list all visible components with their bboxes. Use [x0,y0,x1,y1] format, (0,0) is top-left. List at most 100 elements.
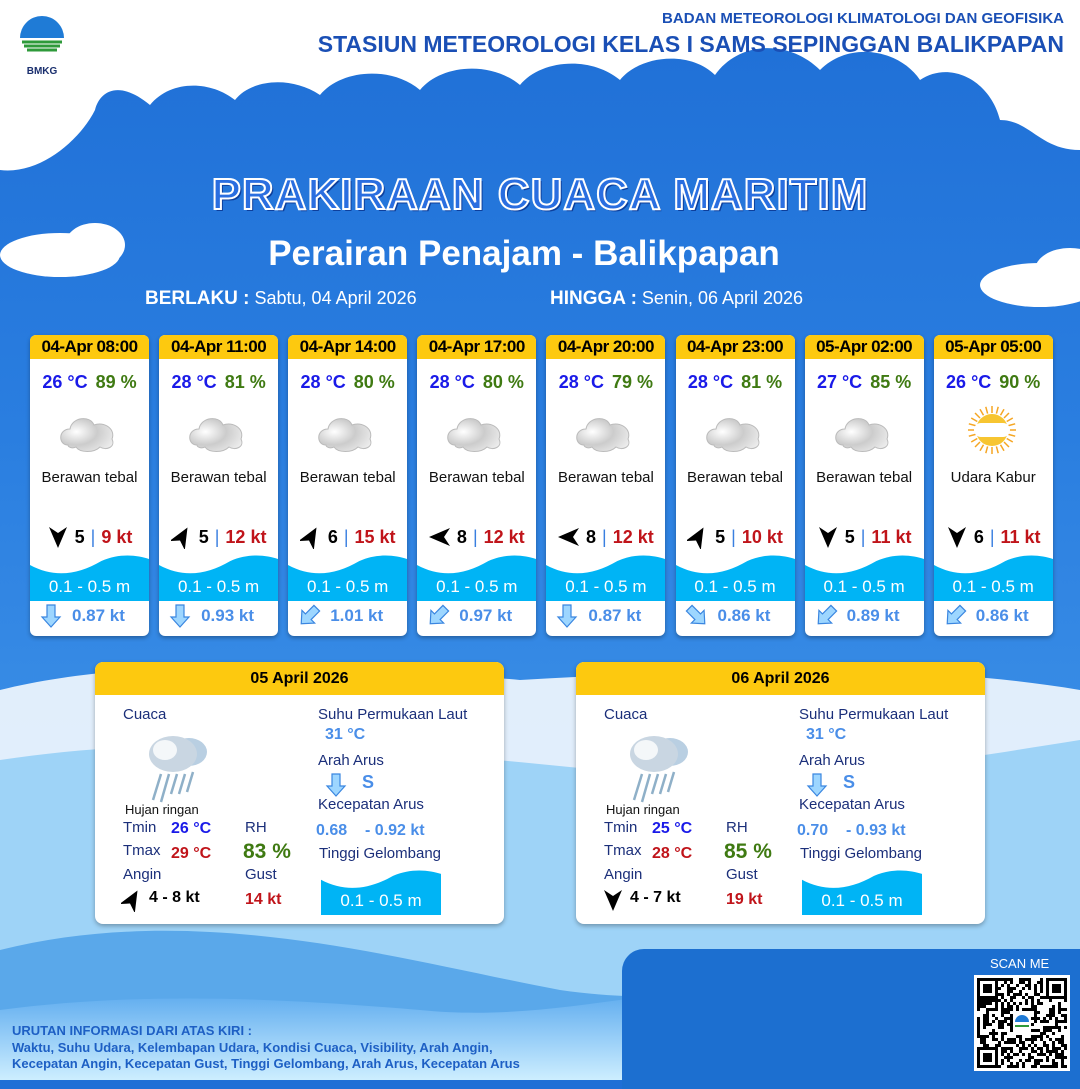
divider: | [472,526,478,547]
wave-graphic [30,555,149,601]
current-row: 0.87 kt [30,603,149,629]
bmkg-logo: BMKG [18,14,66,77]
weather-icon [56,405,120,455]
daily-condition: Hujan ringan [606,802,680,817]
tmax-label: Tmax [123,842,161,859]
daily-weather-icon [143,730,213,810]
daily-wind [119,888,143,917]
forecast-time: 04-Apr 17:00 [417,335,537,359]
rh-value: 83 % [243,840,291,863]
wind-speed: 5 [715,526,726,547]
gust-speed: 9 kt [101,526,133,547]
weather-condition: Berawan tebal [687,469,783,486]
qr-code[interactable] [974,975,1070,1071]
tmax-value: 28 °C [652,845,693,862]
tmax-label: Tmax [604,842,642,859]
wave-graphic [802,870,922,915]
daily-wave [802,868,922,920]
weather-icon [443,405,507,455]
page-title: PRAKIRAAN CUACA MARITIM [211,169,869,220]
wind-direction-icon [299,527,317,549]
current-direction-label: Arah Arus [318,752,384,769]
humidity: 81 % [741,372,783,392]
valid-to: HINGGA : Senin, 06 April 2026 [550,288,803,310]
weather-label: Cuaca [123,706,167,723]
air-temperature: 28 °C [687,372,734,392]
divider: | [214,526,220,547]
forecast-card: 04-Apr 17:00 28 °C 80 % Berawan tebal 8 | 1… [417,335,537,636]
rh-label: RH [726,819,748,836]
gust-label: Gust [245,866,277,883]
current-direction-value: S [843,772,856,792]
air-temperature: 28 °C [171,372,217,392]
tmin-label: Tmin [604,819,638,836]
weather-label: Cuaca [604,706,648,723]
wave-height: 0.1 - 0.5 m [952,577,1034,596]
wave-graphic [675,555,795,601]
current-speed: 0.86 kt [975,606,1029,625]
wave-height: 0.1 - 0.5 m [694,577,776,596]
gust-speed: 10 kt [741,526,783,547]
wind-direction-icon [119,890,138,914]
footer-legend: Waktu, Suhu Udara, Kelembapan Udara, Kon… [12,1040,520,1072]
humidity: 85 % [870,372,912,392]
wave-height: 0.1 - 0.5 m [823,577,905,596]
divider: | [602,526,607,547]
current-speed: 0.89 kt [846,606,900,625]
current-direction-label: Arah Arus [799,752,865,769]
air-temperature: 26 °C [42,372,88,392]
current-row: 1.01 kt [288,603,407,629]
sst-value: 31 °C [325,726,366,743]
forecast-card: 05-Apr 05:00 26 °C 90 % Udara Kabur 6 | 11 … [933,335,1053,636]
wind-direction-icon [428,528,450,546]
wave-graphic [804,555,924,601]
current-row: 0.87 kt [546,603,665,629]
footer-line: Kecepatan Angin, Kecepatan Gust, Tinggi … [12,1056,520,1071]
temp-rh-row: 28 °C 80 % [417,372,536,393]
light-rain-icon [149,736,207,803]
wind-direction-icon [170,527,188,549]
cloud-icon [318,418,372,452]
wind-row: 8 | 12 kt [546,525,665,549]
wind-row: 8 | 12 kt [417,525,536,549]
wind-speed: 5 [74,526,85,547]
current-direction-icon [557,604,578,628]
weather-icon [831,405,895,455]
wind-range: 4 - 7 kt [630,889,681,906]
temp-rh-row: 28 °C 80 % [288,372,407,393]
current-direction-icon [40,604,62,628]
logo-text: BMKG [27,66,58,77]
wave-graphic [321,870,441,915]
divider: | [860,526,866,547]
wind-row: 6 | 15 kt [288,525,407,549]
current-speed-label: Kecepatan Arus [318,796,424,813]
forecast-time: 04-Apr 08:00 [30,335,149,359]
weather-icon [185,405,249,455]
wind-speed: 5 [198,526,209,547]
gust-value: 14 kt [245,891,282,908]
wind-speed: 6 [327,526,338,547]
wave-height: 0.1 - 0.5 m [177,577,260,596]
daily-panel: 05 April 2026 Cuaca Hujan ringan Tmin 26 … [95,662,504,924]
forecast-time: 04-Apr 20:00 [546,335,666,359]
current-direction-icon [429,604,450,625]
daily-wind [602,888,624,917]
scan-me-label: SCAN ME [990,956,1050,971]
current-speed-label: Kecepatan Arus [799,796,905,813]
divider: | [731,526,736,547]
weather-condition: Berawan tebal [557,469,654,486]
wave-height-label: Tinggi Gelombang [319,845,442,862]
current-direction-icon [817,604,838,625]
forecast-card: 04-Apr 20:00 28 °C 79 % Berawan tebal 8 | 1… [546,335,666,636]
current-row: 0.97 kt [417,603,536,629]
gust-value: 19 kt [726,891,763,908]
current-direction-value: S [362,772,375,792]
air-temperature: 28 °C [558,372,604,392]
current-speed: 0.97 kt [459,606,513,625]
temp-rh-row: 26 °C 89 % [30,372,149,393]
wind-direction-icon [947,527,966,548]
humidity: 89 % [95,372,137,392]
wind-direction-icon [818,527,837,548]
daily-current-arrow [804,772,830,803]
forecast-time: 04-Apr 11:00 [159,335,279,359]
